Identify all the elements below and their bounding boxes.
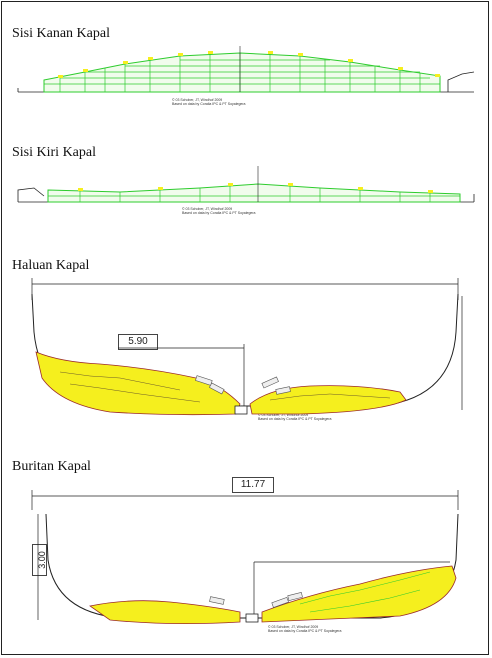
caption-buritan: © 03 Schober, JT, Windhof 2009 Based on … [268, 625, 341, 633]
hull-frames-right [43, 52, 441, 93]
keel-marker [234, 405, 248, 415]
caption-line: © 03 Schober, JT, Windhof 2009 [268, 625, 319, 629]
caption-line: Based on data by Coralia IPC & PT Soyale… [258, 417, 332, 421]
section-title-sisi-kiri: Sisi Kiri Kapal [12, 145, 96, 160]
caption-line: © 03 Schober, JT, Windhof 2009 [172, 98, 223, 102]
wreck-debris-starboard [261, 565, 457, 623]
keel-marker [245, 613, 259, 623]
dimension-label-width: 11.77 [232, 477, 274, 493]
bow-outline [17, 187, 45, 202]
wreck-debris-port [35, 351, 241, 416]
side-profile-left [17, 166, 475, 203]
hull-frames-left [47, 183, 461, 203]
dimension-label-height: 3.00 [32, 544, 47, 576]
caption-line: © 03 Schober, JT, Windhof 2009 [258, 413, 309, 417]
caption-line: © 03 Schober, JT, Windhof 2009 [182, 207, 233, 211]
caption-line: Based on data by Coralia IPC & PT Soyale… [268, 629, 342, 633]
caption-line: Based on data by Coralia IPC & PT Soyale… [182, 211, 256, 215]
section-title-buritan: Buritan Kapal [12, 459, 91, 474]
section-title-sisi-kanan: Sisi Kanan Kapal [12, 26, 110, 41]
bow-cross-section [31, 278, 463, 416]
dimension-label-half-width: 5.90 [118, 334, 158, 350]
section-title-haluan: Haluan Kapal [12, 258, 90, 273]
caption-haluan: © 03 Schober, JT, Windhof 2009 Based on … [258, 413, 331, 421]
stern-cross-section [31, 490, 459, 624]
caption-sisi-kanan: © 03 Schober, JT, Windhof 2009 Based on … [172, 98, 245, 106]
side-profile-right [17, 46, 475, 93]
caption-line: Based on data by Coralia IPC & PT Soyale… [172, 102, 246, 106]
wreck-debris-port [89, 600, 241, 624]
stern-outline [447, 71, 475, 92]
wreck-debris-starboard [249, 385, 407, 415]
caption-sisi-kiri: © 03 Schober, JT, Windhof 2009 Based on … [182, 207, 255, 215]
